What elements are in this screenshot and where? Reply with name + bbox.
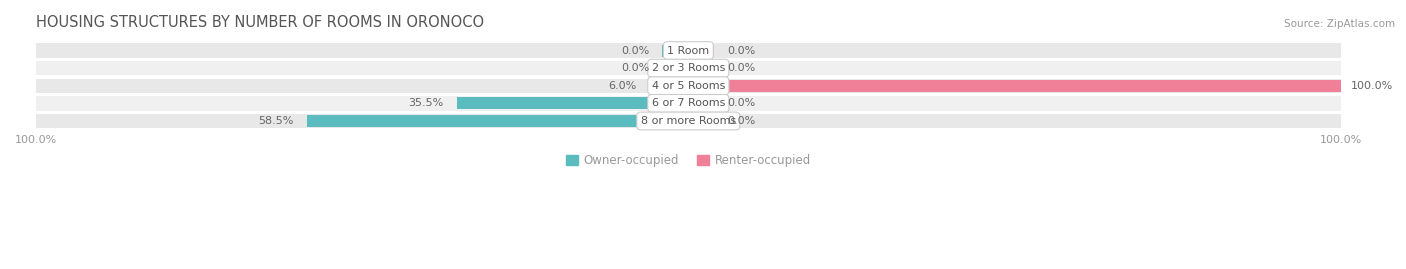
Text: 2 or 3 Rooms: 2 or 3 Rooms — [651, 63, 725, 73]
Bar — [37, 96, 1340, 111]
Text: Source: ZipAtlas.com: Source: ZipAtlas.com — [1284, 19, 1395, 29]
Bar — [662, 45, 689, 56]
Text: 100.0%: 100.0% — [1350, 81, 1392, 91]
Bar — [689, 115, 714, 127]
Text: 0.0%: 0.0% — [727, 116, 756, 126]
Bar — [37, 79, 1340, 93]
Bar — [37, 61, 1340, 75]
Legend: Owner-occupied, Renter-occupied: Owner-occupied, Renter-occupied — [561, 149, 815, 171]
Text: 8 or more Rooms: 8 or more Rooms — [641, 116, 735, 126]
Text: 0.0%: 0.0% — [727, 63, 756, 73]
Text: 0.0%: 0.0% — [621, 63, 650, 73]
Bar — [689, 45, 714, 56]
Bar — [689, 97, 714, 109]
Text: HOUSING STRUCTURES BY NUMBER OF ROOMS IN ORONOCO: HOUSING STRUCTURES BY NUMBER OF ROOMS IN… — [37, 15, 484, 30]
Text: 4 or 5 Rooms: 4 or 5 Rooms — [651, 81, 725, 91]
Text: 1 Room: 1 Room — [668, 45, 710, 56]
Bar — [307, 115, 689, 127]
Bar — [662, 62, 689, 74]
Text: 35.5%: 35.5% — [409, 98, 444, 108]
Text: 6.0%: 6.0% — [607, 81, 636, 91]
Text: 0.0%: 0.0% — [727, 98, 756, 108]
Text: 0.0%: 0.0% — [727, 45, 756, 56]
Bar — [689, 62, 714, 74]
Bar — [650, 80, 689, 92]
Bar — [457, 97, 689, 109]
Text: 6 or 7 Rooms: 6 or 7 Rooms — [651, 98, 725, 108]
Bar — [37, 43, 1340, 58]
Text: 0.0%: 0.0% — [621, 45, 650, 56]
Text: 58.5%: 58.5% — [259, 116, 294, 126]
Bar — [689, 80, 1340, 92]
Bar — [37, 114, 1340, 128]
